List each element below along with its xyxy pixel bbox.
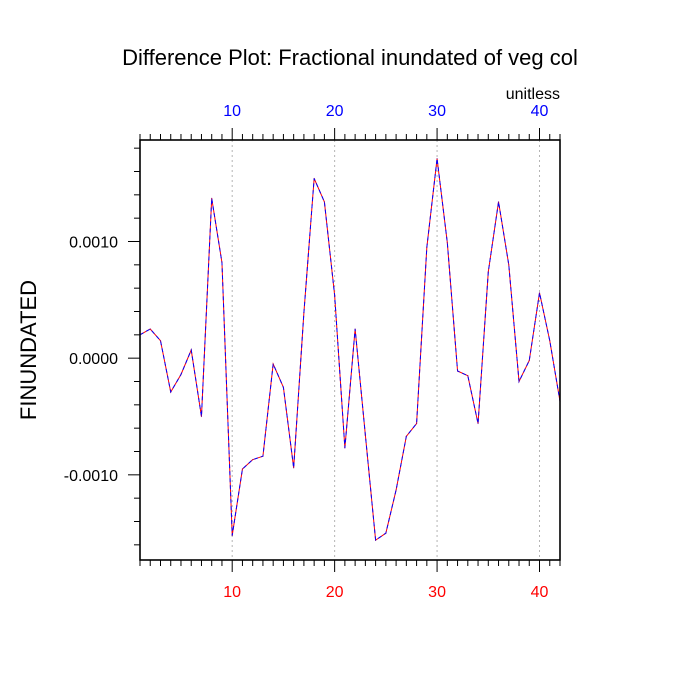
data-point-19 [323, 201, 325, 203]
data-point-27 [405, 435, 407, 437]
data-point-12 [252, 459, 254, 461]
series-lines [139, 158, 561, 542]
data-point-29 [426, 246, 428, 248]
data-point-7 [200, 415, 203, 418]
data-point-41 [549, 340, 551, 342]
x-tick-label-top-40: 40 [531, 103, 549, 120]
data-point-32 [456, 370, 459, 372]
data-point-3 [159, 340, 162, 342]
data-point-37 [508, 264, 510, 266]
data-point-18 [313, 177, 315, 180]
data-point-5 [180, 373, 182, 376]
data-point-24 [375, 539, 377, 541]
data-point-15 [282, 386, 285, 388]
x-tick-label-top-30: 30 [428, 103, 446, 120]
data-point-16 [293, 467, 295, 469]
x-tick-label-bottom-30: 30 [428, 584, 446, 601]
x-tick-label-top-20: 20 [326, 103, 344, 120]
data-point-26 [395, 489, 397, 491]
data-point-20 [334, 294, 336, 296]
data-point-4 [170, 391, 172, 393]
data-point-36 [497, 201, 500, 203]
y-tick-label-2: 0.0000 [69, 351, 118, 368]
series-line-case-b [139, 158, 561, 542]
data-point-25 [385, 532, 387, 534]
data-point-9 [221, 261, 223, 264]
data-point-22 [354, 328, 356, 330]
data-point-33 [467, 375, 469, 377]
data-point-34 [477, 422, 479, 425]
tick-labels: 10 10 20 20 30 30 40 40 0.0010 0.0000 -0.0010 [64, 103, 549, 601]
data-point-8 [211, 197, 213, 199]
data-point-10 [231, 534, 233, 537]
grid-lines [231, 140, 541, 560]
x-tick-label-bottom-40: 40 [531, 584, 549, 601]
y-tick-label-1: 0.0010 [69, 235, 118, 252]
x-tick-label-top-10: 10 [223, 103, 241, 120]
units-label: unitless [506, 86, 560, 103]
plot-frame [139, 139, 561, 561]
y-axis-label: FINUNDATED [16, 280, 41, 420]
chart-title: Difference Plot: Fractional inundated of… [122, 45, 578, 70]
data-point-23 [364, 434, 366, 436]
data-point-28 [415, 422, 418, 425]
data-point-38 [518, 380, 520, 383]
data-point-14 [272, 363, 274, 365]
y-tick-label-3: -0.0010 [64, 468, 118, 485]
series-line-case-a [139, 158, 561, 542]
data-point-21 [344, 447, 346, 449]
data-point-17 [303, 312, 305, 314]
data-point-6 [190, 349, 192, 351]
data-point-40 [538, 292, 541, 294]
x-tick-label-bottom-10: 10 [223, 584, 241, 601]
x-tick-label-bottom-20: 20 [326, 584, 344, 601]
tick-marks [128, 128, 561, 572]
data-point-2 [149, 328, 151, 330]
data-point-30 [436, 158, 438, 160]
data-point-31 [446, 242, 448, 244]
data-point-39 [528, 359, 530, 362]
data-point-35 [487, 271, 489, 273]
data-point-11 [241, 468, 244, 470]
data-point-13 [262, 455, 264, 457]
